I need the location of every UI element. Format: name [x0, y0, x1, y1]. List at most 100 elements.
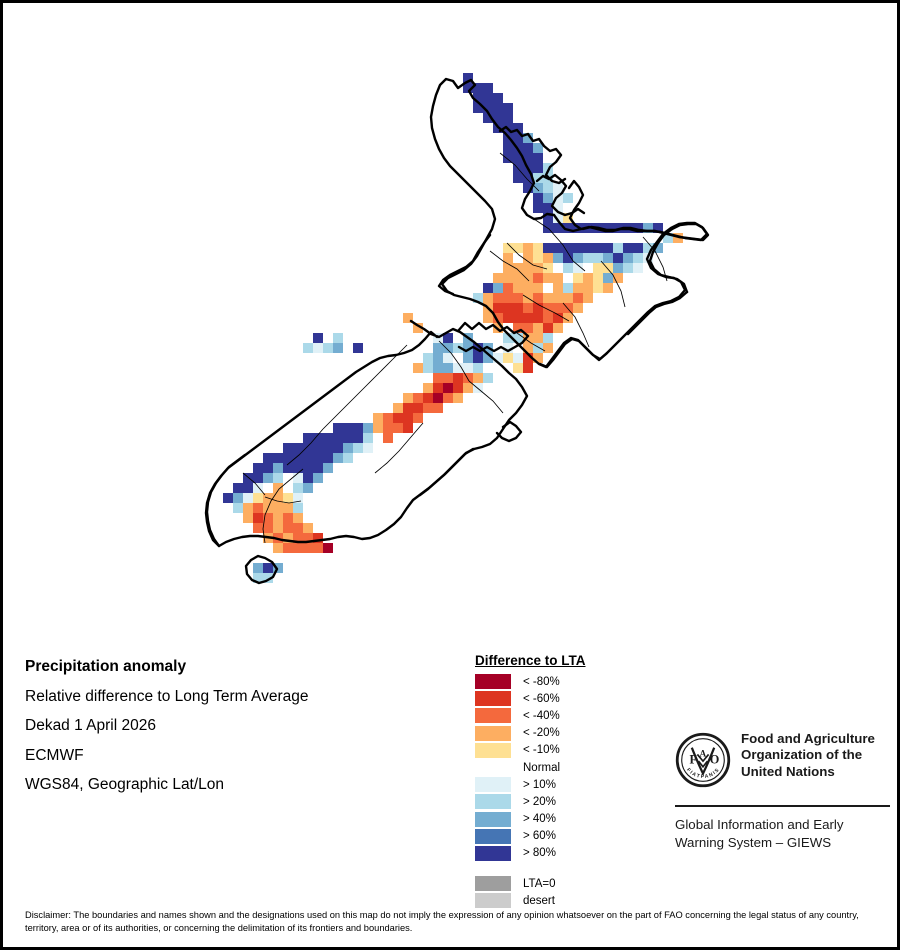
anomaly-cell — [513, 153, 523, 163]
anomaly-cell — [463, 353, 473, 363]
anomaly-cell — [553, 193, 563, 203]
anomaly-cell — [283, 483, 293, 493]
precipitation-anomaly-map[interactable] — [3, 3, 900, 643]
map-canvas[interactable] — [3, 3, 900, 643]
anomaly-cell — [533, 163, 543, 173]
anomaly-cell — [503, 243, 513, 253]
anomaly-cell — [353, 343, 363, 353]
anomaly-cell — [603, 263, 613, 273]
fao-org-line-2: Organization of the — [741, 747, 863, 763]
anomaly-cell — [273, 543, 283, 553]
anomaly-cell — [613, 273, 623, 283]
anomaly-cell — [463, 373, 473, 383]
anomaly-cell — [353, 443, 363, 453]
anomaly-cell — [433, 393, 443, 403]
anomaly-cell — [263, 463, 273, 473]
anomaly-cell — [293, 483, 303, 493]
legend-label-lta-zero: LTA=0 — [523, 877, 556, 890]
anomaly-cell — [333, 453, 343, 463]
anomaly-cell — [443, 383, 453, 393]
anomaly-cell — [553, 223, 563, 233]
anomaly-cell — [523, 243, 533, 253]
anomaly-cell — [293, 503, 303, 513]
svg-text:O: O — [710, 752, 720, 766]
caption-line-5: WGS84, Geographic Lat/Lon — [25, 776, 225, 793]
anomaly-cell — [413, 393, 423, 403]
anomaly-cell — [463, 343, 473, 353]
anomaly-cell — [643, 243, 653, 253]
anomaly-cell — [293, 513, 303, 523]
admin-otago-southland — [262, 468, 304, 544]
anomaly-cell — [573, 293, 583, 303]
anomaly-cell — [333, 433, 343, 443]
anomaly-cell — [483, 103, 493, 113]
anomaly-cell — [283, 473, 293, 483]
admin-manawatu-wellington — [522, 294, 570, 322]
anomaly-cell — [563, 313, 573, 323]
anomaly-cell — [293, 543, 303, 553]
anomaly-cell — [523, 173, 533, 183]
admin-northland-auckland — [499, 152, 540, 192]
legend-label-gt60: > 60% — [523, 830, 556, 843]
anomaly-cell — [623, 243, 633, 253]
anomaly-cell — [573, 253, 583, 263]
anomaly-cell — [513, 343, 523, 353]
legend-item-lta-zero: LTA=0 — [475, 875, 625, 892]
caption-line-2: Relative difference to Long Term Average — [25, 687, 309, 705]
anomaly-cell — [553, 243, 563, 253]
admin-hawkesbay — [600, 260, 626, 308]
anomaly-cell — [423, 403, 433, 413]
giews-line-2: Warning System – GIEWS — [675, 834, 832, 850]
anomaly-cell — [243, 473, 253, 483]
anomaly-cell — [253, 473, 263, 483]
anomaly-cell — [423, 363, 433, 373]
anomaly-cell — [323, 543, 333, 553]
fao-organization-name: Food and Agriculture Organization of the… — [741, 731, 875, 780]
legend-item-gt40: > 40% — [475, 811, 625, 828]
marlborough-sounds — [456, 321, 530, 353]
anomaly-cell — [503, 303, 513, 313]
anomaly-cell — [313, 463, 323, 473]
legend-swatch-lta-zero — [475, 876, 511, 892]
anomaly-cell — [433, 383, 443, 393]
legend-label-lt10: < -10% — [523, 744, 560, 757]
anomaly-cell — [503, 253, 513, 263]
anomaly-cell — [283, 443, 293, 453]
anomaly-cell — [233, 503, 243, 513]
anomaly-cell — [483, 283, 493, 293]
anomaly-cell — [543, 263, 553, 273]
legend-swatch-lt10 — [475, 742, 511, 758]
anomaly-cell — [493, 113, 503, 123]
admin-canterbury-north — [468, 380, 504, 414]
anomaly-cell — [473, 83, 483, 93]
anomaly-cell — [553, 263, 563, 273]
legend-swatch-desert — [475, 893, 511, 909]
legend-item-lt40: < -40% — [475, 707, 625, 724]
anomaly-cell — [503, 153, 513, 163]
anomaly-cell — [533, 143, 543, 153]
anomaly-cell — [313, 333, 323, 343]
anomaly-cell — [273, 563, 283, 573]
anomaly-cell — [573, 283, 583, 293]
legend-swatch-gt10 — [475, 777, 511, 793]
anomaly-cell — [373, 433, 383, 443]
anomaly-cell — [623, 253, 633, 263]
anomaly-cell — [323, 343, 333, 353]
anomaly-cell — [383, 423, 393, 433]
legend-item-gt20: > 20% — [475, 793, 625, 810]
legend-item-gt10: > 10% — [475, 776, 625, 793]
anomaly-cell — [403, 423, 413, 433]
anomaly-cell — [613, 223, 623, 233]
anomaly-cell — [533, 303, 543, 313]
anomaly-cell — [293, 533, 303, 543]
admin-west-coast-south — [286, 428, 324, 466]
anomaly-cell — [283, 543, 293, 553]
anomaly-cell — [523, 323, 533, 333]
anomaly-cell — [533, 243, 543, 253]
anomaly-cell — [643, 223, 653, 233]
anomaly-cell — [513, 283, 523, 293]
legend-item-lt80: < -80% — [475, 673, 625, 690]
anomaly-cell — [243, 513, 253, 523]
admin-southland-coast — [264, 496, 302, 504]
